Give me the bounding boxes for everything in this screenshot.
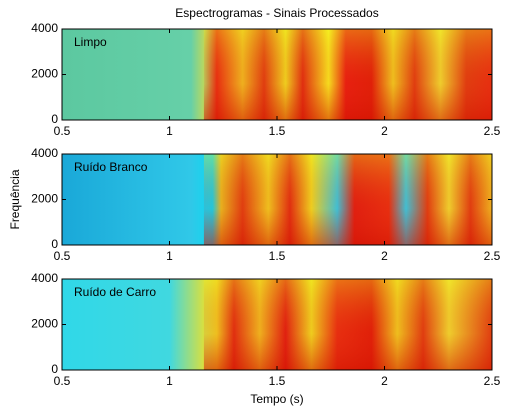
x-tick-label: 1 [166,374,173,388]
x-tick-label: 1.5 [269,374,286,388]
y-tick-label: 4000 [31,21,58,35]
panel-annotation: Ruído de Carro [74,285,156,299]
x-axis-label: Tempo (s) [250,392,303,406]
x-tick-label: 2 [381,374,388,388]
y-tick-label: 4000 [31,271,58,285]
y-tick-label: 0 [51,112,58,126]
x-tick-label: 2.5 [484,249,501,263]
spectrogram-shade [203,154,492,245]
y-axis-label: Frequência [8,169,22,229]
panel-annotation: Limpo [74,35,107,49]
y-tick-label: 2000 [31,67,58,81]
x-tick-label: 2 [381,249,388,263]
y-tick-label: 0 [51,362,58,376]
x-tick-label: 0.5 [54,374,71,388]
x-tick-label: 2 [381,124,388,138]
spectrogram-shade [203,29,492,120]
y-tick-label: 2000 [31,192,58,206]
x-tick-label: 0.5 [54,124,71,138]
x-tick-label: 0.5 [54,249,71,263]
x-tick-label: 1.5 [269,124,286,138]
x-tick-label: 1 [166,249,173,263]
x-tick-label: 2.5 [484,374,501,388]
panel-annotation: Ruído Branco [74,160,148,174]
spectrogram-shade [203,279,492,370]
y-tick-label: 2000 [31,317,58,331]
x-tick-label: 1 [166,124,173,138]
x-tick-label: 1.5 [269,249,286,263]
y-tick-label: 0 [51,237,58,251]
x-tick-label: 2.5 [484,124,501,138]
chart-title: Espectrogramas - Sinais Processados [175,6,378,20]
y-tick-label: 4000 [31,146,58,160]
